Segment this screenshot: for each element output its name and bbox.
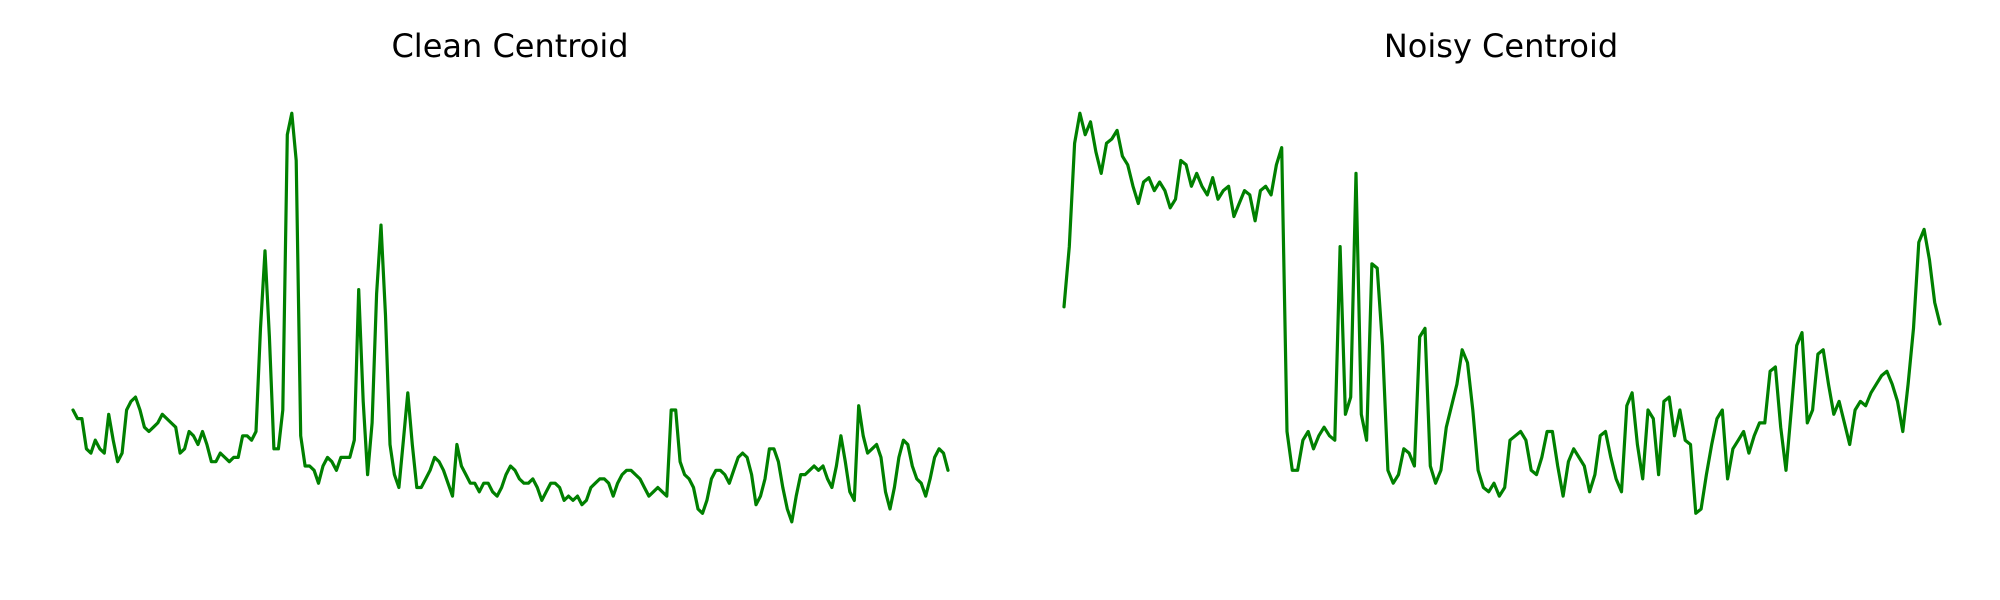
noisy-centroid-panel: Noisy Centroid: [1062, 27, 1942, 515]
noisy-centroid-title: Noisy Centroid: [1384, 27, 1618, 65]
clean-centroid-panel: Clean Centroid: [71, 27, 950, 524]
clean-centroid-line: [71, 111, 950, 524]
clean-centroid-title: Clean Centroid: [391, 27, 628, 65]
noisy-centroid-line: [1062, 111, 1942, 515]
